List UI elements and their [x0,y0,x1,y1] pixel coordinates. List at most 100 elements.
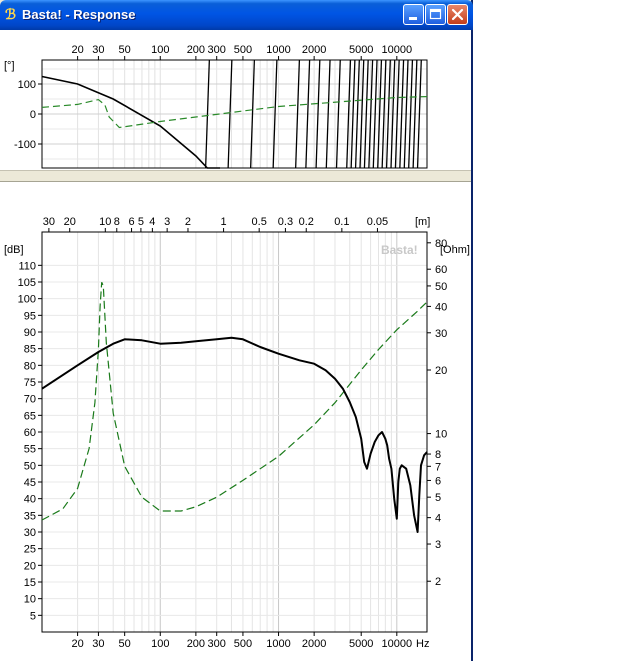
impedance-y-tick-label: 30 [435,328,447,340]
response-x-tick-label: 2000 [302,638,326,650]
spl-y-tick-label: 20 [24,560,36,572]
impedance-y-tick-label: 60 [435,264,447,276]
phase-wrap-segment [368,59,374,169]
phase-y-tick-label: -100 [14,139,36,151]
wavelength-tick-label: 10 [99,216,111,228]
wavelength-tick-label: 20 [64,216,76,228]
spl-y-tick-label: 90 [24,327,36,339]
minimize-icon [409,17,417,20]
spl-y-tick-label: 100 [18,294,36,306]
phase-wrap-segment [381,59,387,169]
impedance-y-tick-label: 7 [435,461,441,473]
wavelength-tick-label: 5 [138,216,144,228]
wavelength-tick-label: 0.2 [299,216,314,228]
minimize-button[interactable] [403,4,424,25]
phase-x-tick-label: 300 [208,44,226,56]
phase-chart: 20 30 50 100 200 300 500 1000 2000 5000 10000 1000… [4,44,428,169]
basta-watermark: Basta! [381,243,418,257]
impedance-curve [41,282,428,521]
wavelength-tick-label: 30 [43,216,55,228]
phase-dashed-curve [41,96,428,129]
phase-wrap-segment [325,59,331,169]
spl-y-tick-label: 10 [24,594,36,606]
impedance-y-tick-label: 3 [435,539,441,551]
frequency-unit-label: Hz [416,638,429,650]
spl-y-tick-label: 35 [24,510,36,522]
spl-y-tick-label: 95 [24,310,36,322]
phase-x-tick-label: 200 [187,44,205,56]
spl-y-tick-label: 65 [24,410,36,422]
impedance-y-tick-label: 10 [435,429,447,441]
title-bar[interactable]: ℬ Basta! - Response [0,0,473,30]
wavelength-tick-label: 0.1 [334,216,349,228]
phase-y-tick-label: 0 [30,109,36,121]
phase-wrap-segment [408,59,414,169]
phase-curve [41,75,220,169]
basta-logo-icon: ℬ [5,8,17,23]
phase-wrap-segment [412,59,418,169]
response-x-tick-label: 50 [119,638,131,650]
phase-x-tick-label: 10000 [382,44,413,56]
wavelength-tick-label: 3 [164,216,170,228]
wavelength-tick-label: 0.5 [252,216,267,228]
spl-y-tick-label: 5 [30,610,36,622]
impedance-y-tick-label: 4 [435,513,441,525]
phase-wrap-segment [272,59,278,169]
phase-x-tick-label: 20 [71,44,83,56]
maximize-icon [429,8,442,20]
spl-y-tick-label: 30 [24,527,36,539]
wavelength-tick-label: 6 [128,216,134,228]
phase-wrap-segment [204,59,210,169]
response-x-tick-label: 5000 [349,638,373,650]
phase-wrap-segment [295,59,301,169]
pane-splitter[interactable] [0,170,471,182]
response-x-tick-label: 10000 [382,638,413,650]
phase-wrap-segment [346,59,352,169]
spl-y-tick-label: 80 [24,360,36,372]
phase-wrap-segment [249,59,256,169]
phase-x-tick-label: 30 [92,44,104,56]
wavelength-tick-label: 1 [221,216,227,228]
response-x-tick-label: 200 [187,638,205,650]
response-x-tick-label: 1000 [266,638,290,650]
phase-x-tick-label: 500 [234,44,252,56]
spl-y-tick-label: 75 [24,377,36,389]
response-x-tick-label: 100 [151,638,169,650]
phase-wrap-segment [416,59,422,169]
maximize-button[interactable] [425,4,446,25]
phase-wrap-segment [305,59,311,169]
phase-wrap-segment [385,59,391,169]
impedance-y-tick-label: 8 [435,449,441,461]
spl-y-tick-label: 105 [18,277,36,289]
spl-y-axis-label: [dB] [4,244,24,256]
impedance-y-tick-label: 6 [435,475,441,487]
spl-y-tick-label: 45 [24,477,36,489]
response-x-tick-label: 20 [71,638,83,650]
response-chart: 30 20 10 8 6 5 4 3 2 1 0.5 0.3 0.2 0.1 0.05 20 30 50 100 2… [4,216,470,650]
phase-wrap-segment [335,59,341,169]
phase-wrap-segment [377,59,383,169]
spl-y-tick-label: 70 [24,394,36,406]
impedance-y-axis-label: [Ohm] [440,244,470,256]
impedance-y-tick-label: 80 [435,238,447,250]
phase-wrap-segment [315,59,321,169]
phase-wrap-segment [399,59,405,169]
spl-y-tick-label: 60 [24,427,36,439]
close-button[interactable] [447,4,468,25]
response-x-tick-label: 500 [234,638,252,650]
spl-y-tick-label: 25 [24,544,36,556]
spl-y-tick-label: 55 [24,444,36,456]
impedance-y-tick-label: 20 [435,365,447,377]
window-title: Basta! - Response [22,7,136,22]
phase-wrap-segment [363,59,369,169]
phase-x-tick-label: 5000 [349,44,373,56]
spl-y-tick-label: 50 [24,460,36,472]
spl-y-tick-label: 15 [24,577,36,589]
wavelength-tick-label: 2 [185,216,191,228]
response-x-tick-label: 30 [92,638,104,650]
wavelength-tick-label: 8 [114,216,120,228]
phase-x-tick-label: 100 [151,44,169,56]
spl-y-tick-label: 85 [24,344,36,356]
phase-x-tick-label: 2000 [302,44,326,56]
wavelength-tick-label: 4 [149,216,155,228]
